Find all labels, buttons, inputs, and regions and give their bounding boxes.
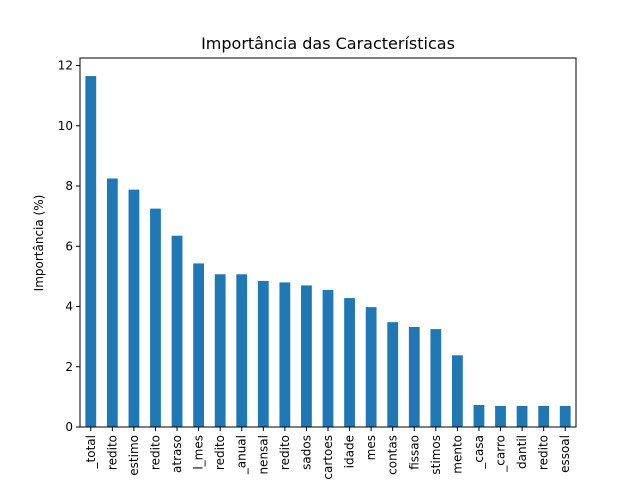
y-axis-ticks: 0 2 4 6 8 10 12 (58, 59, 80, 434)
x-tick-label-13: mes (364, 435, 378, 460)
bar-1 (106, 178, 118, 427)
y-tick-label-2: 4 (65, 300, 73, 314)
x-tick-label-12: idade (343, 435, 357, 468)
bar-11 (322, 289, 334, 427)
y-tick-label-4: 8 (65, 179, 73, 193)
x-tick-label-18: _casa (472, 435, 486, 470)
x-tick-label-8: nensal (256, 435, 270, 475)
x-tick-label-14: contas (386, 435, 400, 475)
x-tick-label-15: fissao (407, 435, 421, 470)
x-tick-label-5: l_mes (192, 435, 206, 470)
bar-7 (236, 274, 248, 427)
x-tick-label-10: sados (299, 435, 313, 470)
x-tick-label-1: redito (105, 435, 119, 470)
bar-4 (171, 235, 183, 427)
x-tick-label-21: redito (537, 435, 551, 470)
bar-2 (128, 189, 140, 427)
x-tick-label-2: estimo (127, 435, 141, 476)
bar-17 (452, 355, 463, 427)
x-tick-label-3: redito (148, 435, 162, 470)
bar-5 (193, 263, 204, 427)
x-axis-ticks: _total redito estimo redito atraso l_mes redit… (84, 427, 572, 480)
y-axis-label: Importância (%) (32, 195, 46, 292)
x-tick-label-11: cartoes (321, 435, 335, 480)
chart-title: Importância das Características (201, 34, 455, 53)
x-tick-label-9: redito (278, 435, 292, 470)
bar-6 (214, 274, 226, 427)
bar-9 (279, 282, 291, 427)
y-tick-label-1: 2 (65, 360, 73, 374)
x-tick-label-4: atraso (170, 435, 184, 473)
bar-16 (430, 329, 442, 427)
bars-group (85, 76, 571, 427)
bar-8 (257, 280, 269, 427)
bar-20 (516, 405, 528, 427)
bar-21 (538, 405, 550, 427)
bar-19 (495, 405, 506, 427)
x-tick-label-0: _total (84, 435, 98, 469)
bar-22 (559, 405, 571, 427)
y-tick-label-6: 12 (58, 59, 73, 73)
bar-18 (473, 405, 485, 427)
y-tick-label-3: 6 (65, 239, 73, 253)
plot-frame (79, 57, 577, 428)
bar-10 (301, 285, 312, 427)
x-tick-label-17: mento (450, 435, 464, 474)
x-tick-label-6: redito (213, 435, 227, 470)
y-tick-label-0: 0 (65, 420, 73, 434)
x-tick-label-7: _anual (235, 435, 249, 475)
x-tick-label-20: dantil (515, 435, 529, 469)
x-tick-label-22: essoal (558, 435, 572, 473)
bar-14 (387, 322, 399, 427)
bar-13 (365, 307, 377, 427)
x-tick-label-16: stimos (429, 435, 443, 475)
bar-15 (408, 326, 420, 427)
bar-12 (344, 298, 355, 427)
y-tick-label-5: 10 (58, 119, 73, 133)
bar-3 (150, 208, 161, 427)
bar-0 (85, 76, 97, 427)
x-tick-label-19: _carro (494, 435, 508, 473)
